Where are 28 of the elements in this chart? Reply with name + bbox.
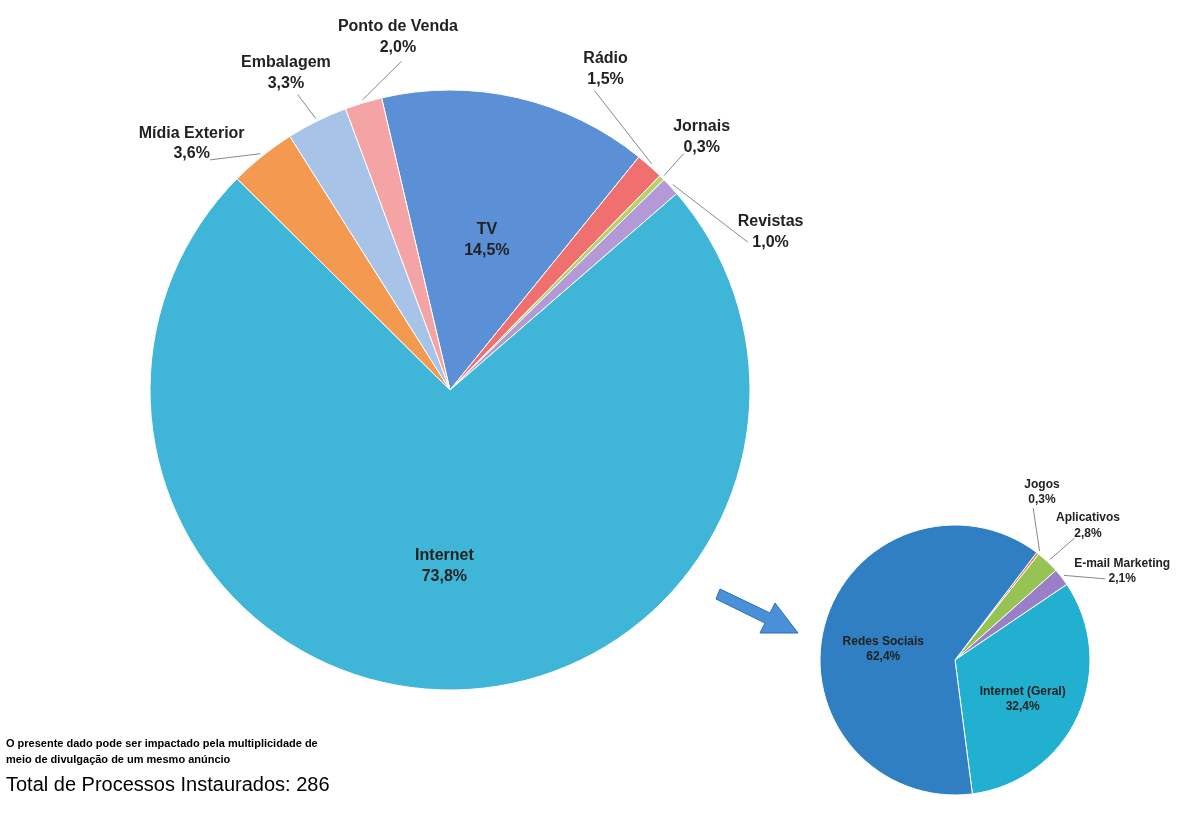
data-label: 0,3% bbox=[683, 137, 720, 155]
data-label: 1,0% bbox=[752, 232, 789, 250]
slice-label: Embalagem bbox=[241, 53, 331, 71]
data-label: 32,4% bbox=[1005, 699, 1041, 714]
data-label: 2,0% bbox=[379, 38, 417, 56]
slice-label: Redes Sociais bbox=[842, 633, 925, 648]
slice-label: E-mail Marketing bbox=[1074, 555, 1171, 570]
slice-label: Internet (Geral) bbox=[979, 683, 1066, 698]
text: Total de Processos Instaurados: 286 bbox=[6, 773, 331, 796]
data-label: 73,8% bbox=[421, 566, 468, 584]
data-label: 0,3% bbox=[1028, 492, 1057, 507]
data-label: 62,4% bbox=[866, 649, 901, 664]
slice-label: Jornais bbox=[673, 116, 731, 134]
slice-label: Jogos bbox=[1024, 476, 1060, 491]
text: O presente dado pode ser impactado pela multiplicidade de meio de divulgação de um mesmo anúncio bbox=[6, 736, 319, 767]
data-label: 3,3% bbox=[267, 74, 305, 92]
slice-label: Rádio bbox=[583, 48, 628, 66]
data-label: 2,1% bbox=[1108, 571, 1137, 586]
slice-label: TV bbox=[476, 220, 498, 238]
data-label: 14,5% bbox=[464, 240, 510, 258]
data-label: 1,5% bbox=[587, 69, 624, 87]
slice-label: Revistas bbox=[737, 212, 804, 230]
slice-label: Internet bbox=[415, 545, 475, 563]
data-label: 2,8% bbox=[1074, 525, 1103, 540]
slice-label: Aplicativos bbox=[1056, 510, 1121, 525]
data-label: 3,6% bbox=[173, 144, 210, 162]
slice-label: Ponto de Venda bbox=[337, 17, 458, 35]
slice-label: Mídia Exterior bbox=[138, 123, 245, 141]
